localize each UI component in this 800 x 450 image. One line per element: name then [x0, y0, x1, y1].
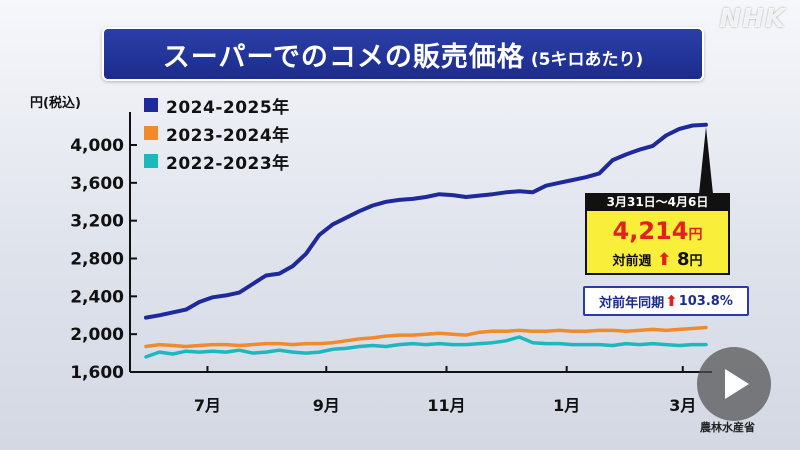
legend-label-2023-2024: 2023-2024年 [166, 125, 290, 146]
legend-swatch-2023-2024 [144, 126, 158, 140]
x-tick-label: 7月 [194, 396, 221, 415]
yoy-label: 対前年同期 [599, 295, 665, 311]
y-tick-label: 3,600 [70, 174, 124, 194]
year-over-year-badge: 対前年同期 ⬆ 103.8% [583, 286, 749, 316]
callout-pointer [699, 126, 713, 194]
chart-subtitle: (5キロあたり) [530, 49, 644, 70]
yoy-value: 103.8% [678, 293, 733, 309]
y-axis-unit-label: 円(税込) [30, 96, 81, 111]
callout-weekly-change: 対前週 ⬆ 8円 [587, 249, 728, 270]
legend-label-2022-2023: 2022-2023年 [166, 153, 290, 174]
legend-item-2022-2023: 2022-2023年 [144, 147, 290, 175]
play-icon [725, 369, 749, 399]
y-tick-label: 3,200 [70, 212, 124, 232]
x-tick-label: 9月 [313, 396, 340, 415]
y-tick-label: 2,400 [70, 287, 124, 307]
legend-label-2024-2025: 2024-2025年 [166, 97, 290, 118]
series-line-2022-2023 [144, 335, 708, 359]
legend-item-2023-2024: 2023-2024年 [144, 119, 290, 147]
series-line-2023-2024 [144, 325, 708, 349]
play-video-button[interactable] [697, 347, 771, 421]
legend-swatch-2024-2025 [144, 98, 158, 112]
x-tick-label: 3月 [669, 396, 696, 415]
chart-legend: 2024-2025年 2023-2024年 2022-2023年 [144, 91, 290, 175]
series-line-2024-2025 [144, 122, 708, 320]
chart-title-banner: スーパーでのコメの販売価格 (5キロあたり) [102, 27, 704, 81]
weekly-change-value: 8 [676, 249, 690, 270]
up-arrow-icon: ⬆ [665, 292, 678, 310]
y-tick-label: 4,000 [70, 136, 124, 156]
up-arrow-icon: ⬆ [657, 250, 672, 270]
callout-date-range: 3月31日～4月6日 [585, 193, 730, 211]
weekly-change-label: 対前週 [612, 254, 652, 269]
y-tick-label: 1,600 [70, 363, 124, 383]
x-tick-label: 1月 [553, 396, 580, 415]
latest-price-callout: 3月31日～4月6日 4,214円 対前週 ⬆ 8円 [585, 193, 730, 275]
callout-price: 4,214円 [587, 217, 728, 245]
x-tick-label: 11月 [427, 396, 465, 415]
y-tick-label: 2,000 [70, 325, 124, 345]
legend-swatch-2022-2023 [144, 154, 158, 168]
weekly-change-unit: 円 [689, 254, 703, 269]
legend-item-2024-2025: 2024-2025年 [144, 91, 290, 119]
y-tick-label: 2,800 [70, 250, 124, 270]
callout-price-panel: 4,214円 対前週 ⬆ 8円 [585, 211, 730, 275]
nhk-logo: NHK [719, 4, 786, 34]
callout-price-value: 4,214 [612, 217, 689, 245]
chart-title: スーパーでのコメの販売価格 [162, 41, 525, 73]
callout-price-unit: 円 [688, 227, 703, 243]
data-source-label: 農林水産省 [700, 421, 755, 434]
